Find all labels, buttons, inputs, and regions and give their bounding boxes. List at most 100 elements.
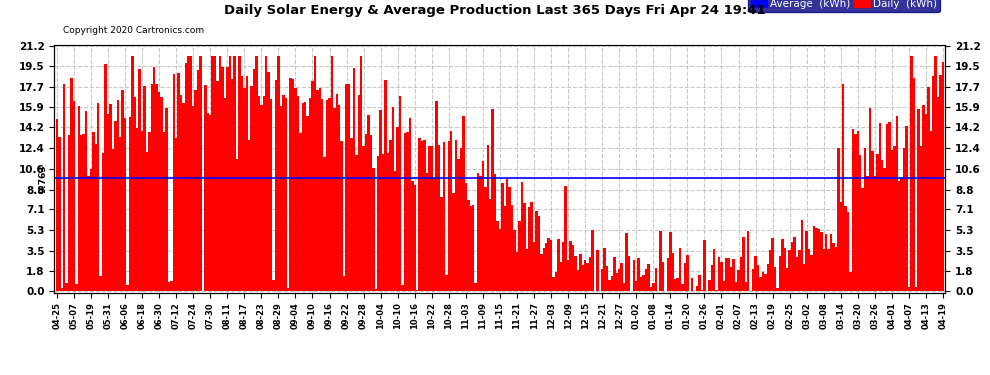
Bar [511, 206, 514, 291]
Bar [131, 56, 134, 291]
Bar [167, 282, 170, 291]
Bar [742, 237, 744, 291]
Bar [846, 212, 849, 291]
Bar [881, 160, 883, 291]
Bar [321, 99, 324, 291]
Bar [459, 148, 462, 291]
Bar [579, 254, 581, 291]
Bar [932, 76, 935, 291]
Bar [913, 78, 915, 291]
Bar [90, 169, 92, 291]
Bar [117, 100, 119, 291]
Bar [833, 243, 835, 291]
Bar [214, 56, 217, 291]
Bar [352, 68, 355, 291]
Bar [367, 115, 369, 291]
Bar [270, 99, 272, 291]
Bar [204, 85, 207, 291]
Bar [533, 242, 536, 291]
Bar [479, 176, 482, 291]
Bar [586, 263, 589, 291]
Bar [666, 258, 669, 291]
Bar [482, 161, 484, 291]
Bar [231, 80, 234, 291]
Bar [411, 181, 414, 291]
Bar [696, 286, 698, 291]
Bar [114, 121, 117, 291]
Bar [355, 155, 357, 291]
Bar [851, 129, 854, 291]
Bar [148, 132, 150, 291]
Bar [613, 257, 616, 291]
Bar [309, 98, 311, 291]
Bar [343, 276, 346, 291]
Bar [838, 148, 840, 291]
Bar [818, 230, 820, 291]
Bar [272, 280, 275, 291]
Bar [346, 84, 347, 291]
Bar [684, 263, 686, 291]
Bar [377, 156, 379, 291]
Bar [549, 240, 552, 291]
Bar [452, 194, 455, 291]
Bar [686, 255, 689, 291]
Bar [509, 187, 511, 291]
Bar [569, 241, 572, 291]
Bar [659, 231, 662, 291]
Bar [674, 279, 676, 291]
Bar [63, 84, 65, 291]
Bar [136, 128, 139, 291]
Bar [501, 183, 504, 291]
Bar [806, 231, 808, 291]
Bar [835, 247, 838, 291]
Bar [182, 103, 185, 291]
Bar [740, 257, 742, 291]
Bar [85, 111, 87, 291]
Bar [567, 260, 569, 291]
Bar [316, 90, 319, 291]
Bar [239, 56, 241, 291]
Bar [905, 126, 908, 291]
Bar [457, 159, 459, 291]
Bar [747, 231, 749, 291]
Bar [652, 282, 654, 291]
Bar [75, 285, 77, 291]
Bar [139, 69, 141, 291]
Bar [662, 262, 664, 291]
Bar [484, 187, 486, 291]
Bar [793, 237, 796, 291]
Bar [830, 234, 833, 291]
Bar [443, 142, 446, 291]
Bar [783, 248, 786, 291]
Bar [72, 101, 75, 291]
Bar [840, 202, 842, 291]
Bar [426, 172, 428, 291]
Bar [419, 138, 421, 291]
Bar [396, 128, 399, 291]
Bar [172, 74, 175, 291]
Bar [127, 285, 129, 291]
Bar [701, 290, 703, 291]
Bar [122, 90, 124, 291]
Bar [134, 97, 136, 291]
Bar [871, 151, 873, 291]
Bar [859, 155, 861, 291]
Bar [649, 286, 652, 291]
Bar [87, 176, 90, 291]
Bar [869, 108, 871, 291]
Bar [326, 100, 329, 291]
Bar [99, 276, 102, 291]
Bar [776, 288, 779, 291]
Bar [518, 221, 521, 291]
Bar [796, 257, 798, 291]
Bar [217, 81, 219, 291]
Bar [616, 273, 618, 291]
Bar [611, 276, 613, 291]
Bar [294, 88, 297, 291]
Bar [923, 105, 925, 291]
Bar [574, 256, 576, 291]
Bar [647, 264, 649, 291]
Bar [207, 113, 209, 291]
Bar [224, 98, 226, 291]
Bar [360, 56, 362, 291]
